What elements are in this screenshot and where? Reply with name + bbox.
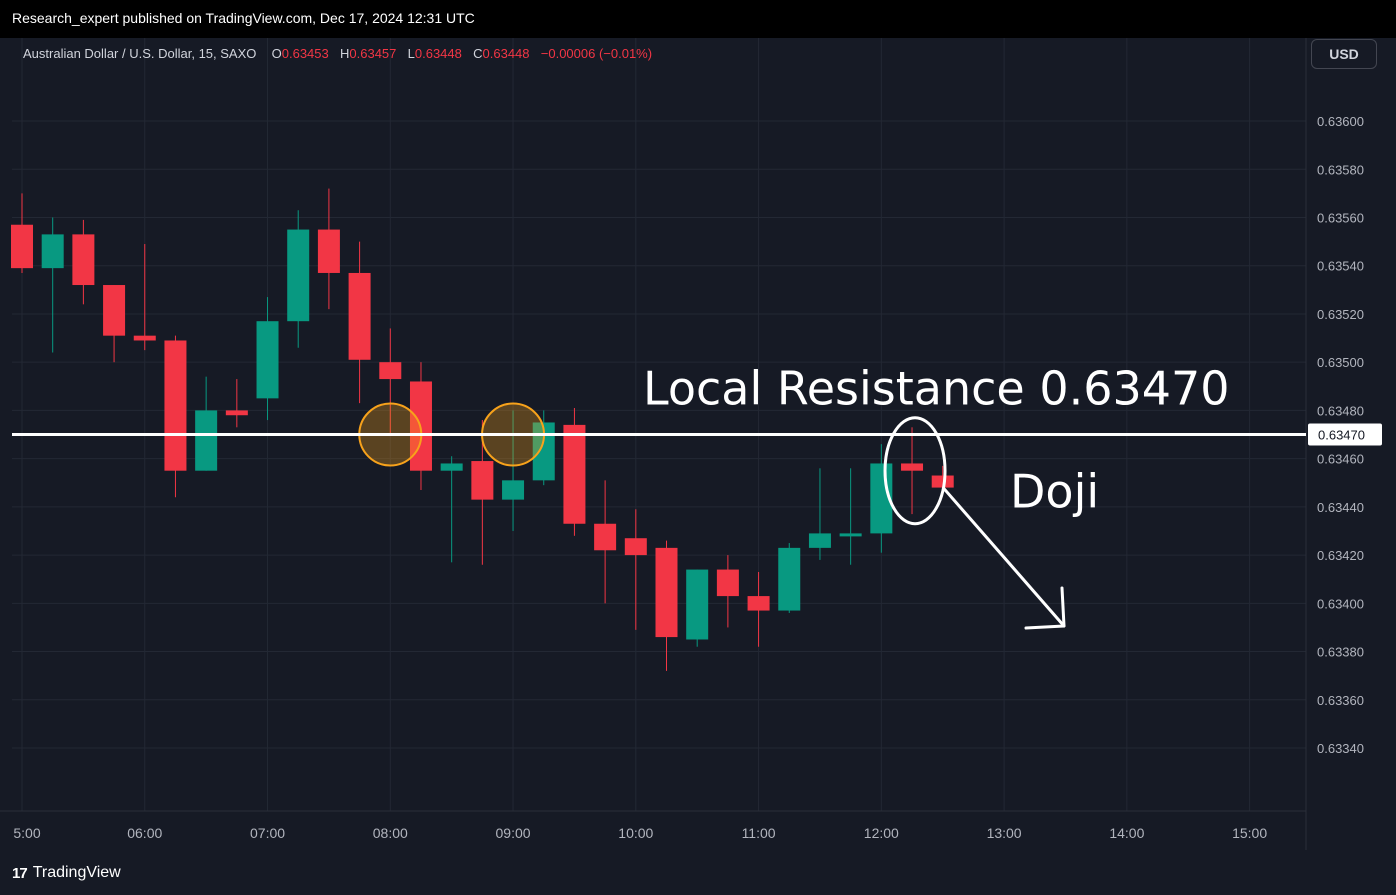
published-header: Research_expert published on TradingView… (0, 0, 1396, 38)
price-tick-label: 0.63340 (1317, 741, 1364, 756)
symbol-legend: Australian Dollar / U.S. Dollar, 15, SAX… (23, 46, 652, 61)
candle-body-down[interactable] (103, 285, 126, 336)
price-tick-label: 0.63440 (1317, 500, 1364, 515)
time-tick-label: 08:00 (373, 825, 408, 841)
price-tick-label: 0.63420 (1317, 548, 1364, 563)
doji-highlight-ellipse[interactable] (883, 416, 947, 526)
candle-body-down[interactable] (379, 362, 402, 380)
tradingview-logo-icon: 17 (12, 864, 28, 882)
candle-body-down[interactable] (72, 234, 95, 286)
tradingview-brand: TradingView (32, 864, 121, 881)
candle-body-up[interactable] (440, 463, 463, 471)
open-value: 0.63453 (281, 46, 329, 61)
bearish-arrow-shaft[interactable] (942, 487, 1066, 628)
close-label: C (473, 46, 483, 61)
tradingview-logo[interactable]: 17 TradingView (12, 864, 121, 882)
price-tick-label: 0.63360 (1317, 693, 1364, 708)
candle-body-down[interactable] (471, 461, 494, 500)
candle-body-down[interactable] (931, 475, 954, 488)
time-tick-label: 09:00 (496, 825, 531, 841)
time-tick-label: 06:00 (127, 825, 162, 841)
time-tick-label: 15:00 (1232, 825, 1267, 841)
doji-label: Doji (1010, 465, 1099, 519)
candle-body-down[interactable] (563, 424, 586, 524)
candle-body-up[interactable] (686, 569, 709, 640)
price-tick-label: 0.63600 (1317, 114, 1364, 129)
published-info: Research_expert published on TradingView… (12, 10, 475, 26)
candle-body-down[interactable] (348, 272, 371, 360)
high-label: H (340, 46, 350, 61)
price-tick-label: 0.63560 (1317, 211, 1364, 226)
close-value: 0.63448 (482, 46, 530, 61)
candle-body-up[interactable] (41, 234, 64, 269)
candle-body-down[interactable] (225, 410, 248, 416)
candle-body-down[interactable] (594, 523, 617, 551)
bearish-arrow-icon[interactable] (1024, 586, 1066, 630)
price-tick-label: 0.63520 (1317, 307, 1364, 322)
price-tick-label: 0.63400 (1317, 596, 1364, 611)
candle-body-down[interactable] (901, 463, 924, 471)
candle-body-down[interactable] (655, 547, 678, 638)
candle-body-down[interactable] (11, 224, 33, 269)
time-tick-label: 13:00 (987, 825, 1022, 841)
candle-body-up[interactable] (256, 321, 279, 399)
chart-background (0, 38, 1396, 850)
price-tick-label: 0.63460 (1317, 452, 1364, 467)
time-tick-label: 5:00 (13, 825, 40, 841)
high-value: 0.63457 (349, 46, 397, 61)
low-label: L (407, 46, 415, 61)
time-tick-label: 10:00 (618, 825, 653, 841)
candle-body-up[interactable] (502, 480, 525, 500)
price-tick-label: 0.63540 (1317, 259, 1364, 274)
time-tick-label: 07:00 (250, 825, 285, 841)
currency-button[interactable]: USD (1311, 39, 1377, 69)
candle-body-down[interactable] (133, 335, 156, 341)
candle-body-up[interactable] (778, 547, 801, 611)
candle-body-up[interactable] (808, 533, 831, 548)
change-value: −0.00006 (−0.01%) (540, 46, 653, 61)
low-value: 0.63448 (414, 46, 462, 61)
candle-body-down[interactable] (747, 596, 770, 611)
candle-body-up[interactable] (287, 229, 310, 322)
resistance-price-tag (1308, 423, 1382, 446)
price-tick-label: 0.63580 (1317, 162, 1364, 177)
symbol-name: Australian Dollar / U.S. Dollar, 15, SAX… (23, 46, 257, 61)
price-tick-label: 0.63480 (1317, 403, 1364, 418)
candle-body-down[interactable] (164, 340, 187, 471)
time-tick-label: 12:00 (864, 825, 899, 841)
price-chart[interactable]: 0.63600 0.63580 0.63560 0.63540 0.63520 0.635… (0, 38, 1396, 850)
candle-body-down[interactable] (317, 229, 340, 273)
candle-body-down[interactable] (624, 538, 647, 556)
price-tick-label: 0.63380 (1317, 645, 1364, 660)
candle-body-up[interactable] (532, 422, 555, 481)
price-tick-label: 0.63500 (1317, 355, 1364, 370)
candle-body-up[interactable] (195, 410, 218, 471)
resistance-price-tag-label: 0.63470 (1318, 428, 1365, 443)
resistance-label: Local Resistance 0.63470 (643, 362, 1230, 416)
footer: 17 TradingView (0, 850, 1396, 895)
candle-body-down[interactable] (716, 569, 739, 597)
chart-pane[interactable]: 0.63600 0.63580 0.63560 0.63540 0.63520 0.635… (0, 38, 1396, 850)
open-label: O (271, 46, 282, 61)
time-tick-label: 11:00 (742, 825, 776, 841)
time-tick-label: 14:00 (1109, 825, 1144, 841)
candle-body-up[interactable] (839, 533, 862, 537)
